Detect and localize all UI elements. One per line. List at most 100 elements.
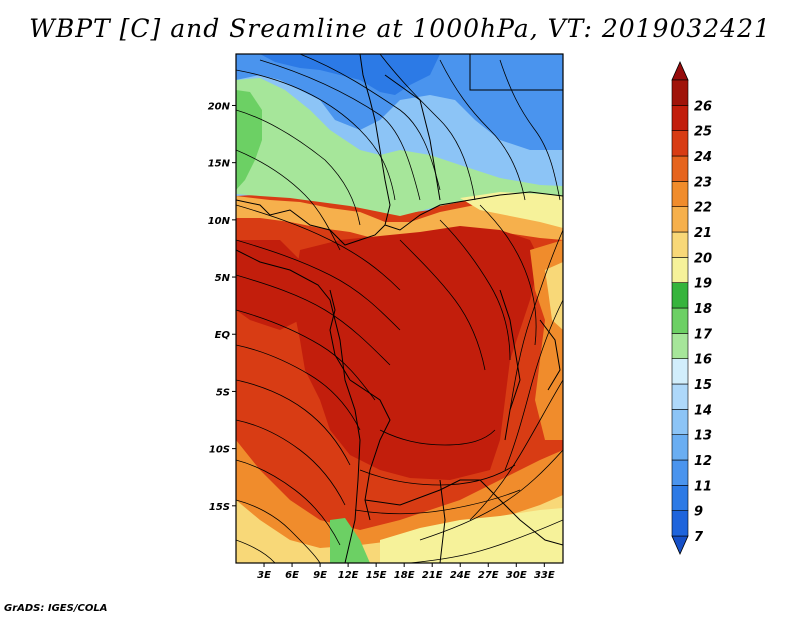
streamline <box>236 239 401 331</box>
field-region-north-green <box>236 78 563 216</box>
colorbar-segment <box>671 282 689 309</box>
colorbar-segment <box>671 79 689 106</box>
coastline <box>236 249 361 563</box>
colorbar-segment <box>671 358 689 385</box>
colorbar-label: 14 <box>694 403 712 418</box>
colorbar: 7 9 11 12 13 14 15 16 17 18 19 20 21 22 23 24 25 26 <box>671 61 713 555</box>
country-borders <box>236 54 563 563</box>
country-border <box>236 54 391 246</box>
map-frame <box>235 53 564 564</box>
colorbar-segment <box>671 383 689 410</box>
streamline <box>236 109 361 226</box>
lon-tick-label: 6E <box>285 570 299 581</box>
streamline <box>359 464 516 486</box>
streamline <box>469 379 563 521</box>
colorbar-label: 17 <box>694 327 713 342</box>
streamline <box>499 59 561 201</box>
lon-tick-label: 9E <box>313 570 327 581</box>
colorbar-label: 7 <box>694 530 704 545</box>
colorbar-segment <box>671 181 689 207</box>
colorbar-upper-arrow <box>671 61 689 81</box>
colorbar-segment <box>671 231 689 258</box>
temperature-field <box>236 54 563 563</box>
lat-tick-label: 15S <box>209 502 230 513</box>
streamline <box>439 59 526 201</box>
colorbar-label: 9 <box>694 505 703 520</box>
lat-tick-label: 5S <box>216 387 230 398</box>
country-border <box>364 479 480 506</box>
colorbar-label: 16 <box>694 353 712 368</box>
lon-tick-label: 27E <box>478 570 499 581</box>
latitude-axis: 20N 15N 10N 5N EQ 5S 10S 15S <box>208 101 236 513</box>
colorbar-label: 13 <box>694 429 712 444</box>
lat-tick-label: 10N <box>208 216 231 227</box>
colorbar-segment <box>671 459 689 486</box>
colorbar-label: 24 <box>694 150 712 165</box>
streamline <box>259 59 421 201</box>
lat-tick-label: 10S <box>209 445 230 456</box>
streamline <box>236 344 361 431</box>
streamlines <box>236 54 563 563</box>
lon-tick-label: 15E <box>366 570 387 581</box>
colorbar-label: 23 <box>694 175 712 190</box>
streamline <box>379 54 476 201</box>
field-region-north-deepblue <box>260 54 440 95</box>
lon-tick-label: 24E <box>450 570 471 581</box>
lon-tick-label: 30E <box>506 570 527 581</box>
streamline <box>236 309 376 401</box>
colorbar-segment <box>671 155 689 182</box>
streamline <box>379 429 496 446</box>
field-region-south-lightyellow <box>380 508 563 563</box>
field-region-northeast-yellow <box>460 192 563 228</box>
streamline <box>236 499 321 563</box>
colorbar-segment <box>671 206 689 233</box>
streamline <box>236 459 341 546</box>
colorbar-label: 19 <box>694 277 712 292</box>
country-border <box>479 479 563 546</box>
colorbar-lower-arrow <box>671 535 689 555</box>
streamline <box>479 204 537 346</box>
streamline <box>236 69 396 201</box>
lat-tick-label: 15N <box>208 159 231 170</box>
colorbar-label: 11 <box>694 479 712 494</box>
lon-tick-label: 33E <box>534 570 555 581</box>
colorbar-label: 20 <box>694 251 712 266</box>
streamline <box>504 299 563 471</box>
lon-tick-label: 18E <box>394 570 415 581</box>
colorbar-segment <box>671 105 689 131</box>
colorbar-label: 25 <box>694 125 712 140</box>
colorbar-segment <box>671 510 689 537</box>
colorbar-segment <box>671 409 689 435</box>
colorbar-label: 18 <box>694 302 712 317</box>
field-region-east-yellow <box>545 262 563 330</box>
country-border <box>384 74 441 201</box>
colorbar-label: 15 <box>694 378 712 393</box>
streamline <box>236 204 401 291</box>
streamline <box>409 519 563 563</box>
colorbar-segment <box>671 485 689 511</box>
map-title: WBPT [C] and Sreamline at 1000hPa, VT: 2… <box>29 14 771 43</box>
colorbar-label: 26 <box>694 99 712 114</box>
streamline <box>299 54 441 191</box>
country-border <box>384 191 563 231</box>
colorbar-label: 22 <box>694 201 712 216</box>
colorbar-segment <box>671 333 689 359</box>
lon-tick-label: 12E <box>338 570 359 581</box>
colorbar-label: 12 <box>694 454 712 469</box>
colorbar-segment <box>671 434 689 461</box>
colorbar-segment <box>671 257 689 283</box>
streamline <box>439 219 511 361</box>
colorbar-segment <box>671 130 689 157</box>
field-region-north-blue <box>236 54 563 150</box>
streamline <box>354 489 521 515</box>
streamline <box>236 539 276 563</box>
colorbar-label: 21 <box>694 226 712 241</box>
lat-tick-label: 5N <box>215 273 231 284</box>
country-border <box>499 289 521 441</box>
country-border <box>539 319 561 391</box>
lat-tick-label: EQ <box>215 330 231 341</box>
lat-tick-label: 20N <box>208 101 231 112</box>
footer-credit: GrADS: IGES/COLA <box>4 603 108 614</box>
streamline <box>236 149 341 251</box>
